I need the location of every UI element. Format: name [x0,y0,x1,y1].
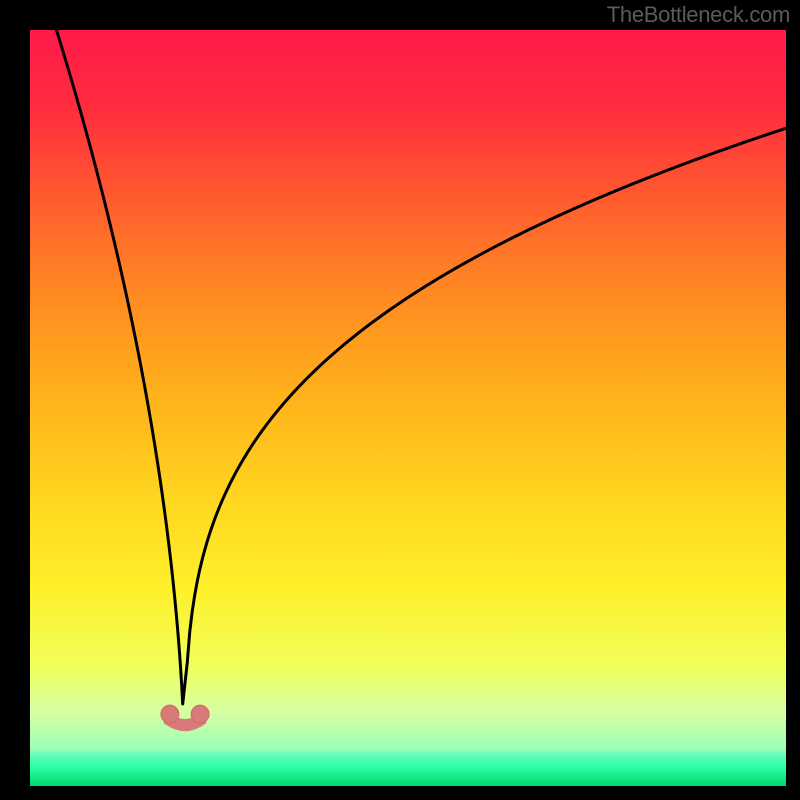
marker-dot-1 [191,705,209,723]
marker-dot-0 [161,705,179,723]
chart-frame: TheBottleneck.com [0,0,800,800]
chart-svg [0,0,800,800]
chart-background [30,30,786,786]
